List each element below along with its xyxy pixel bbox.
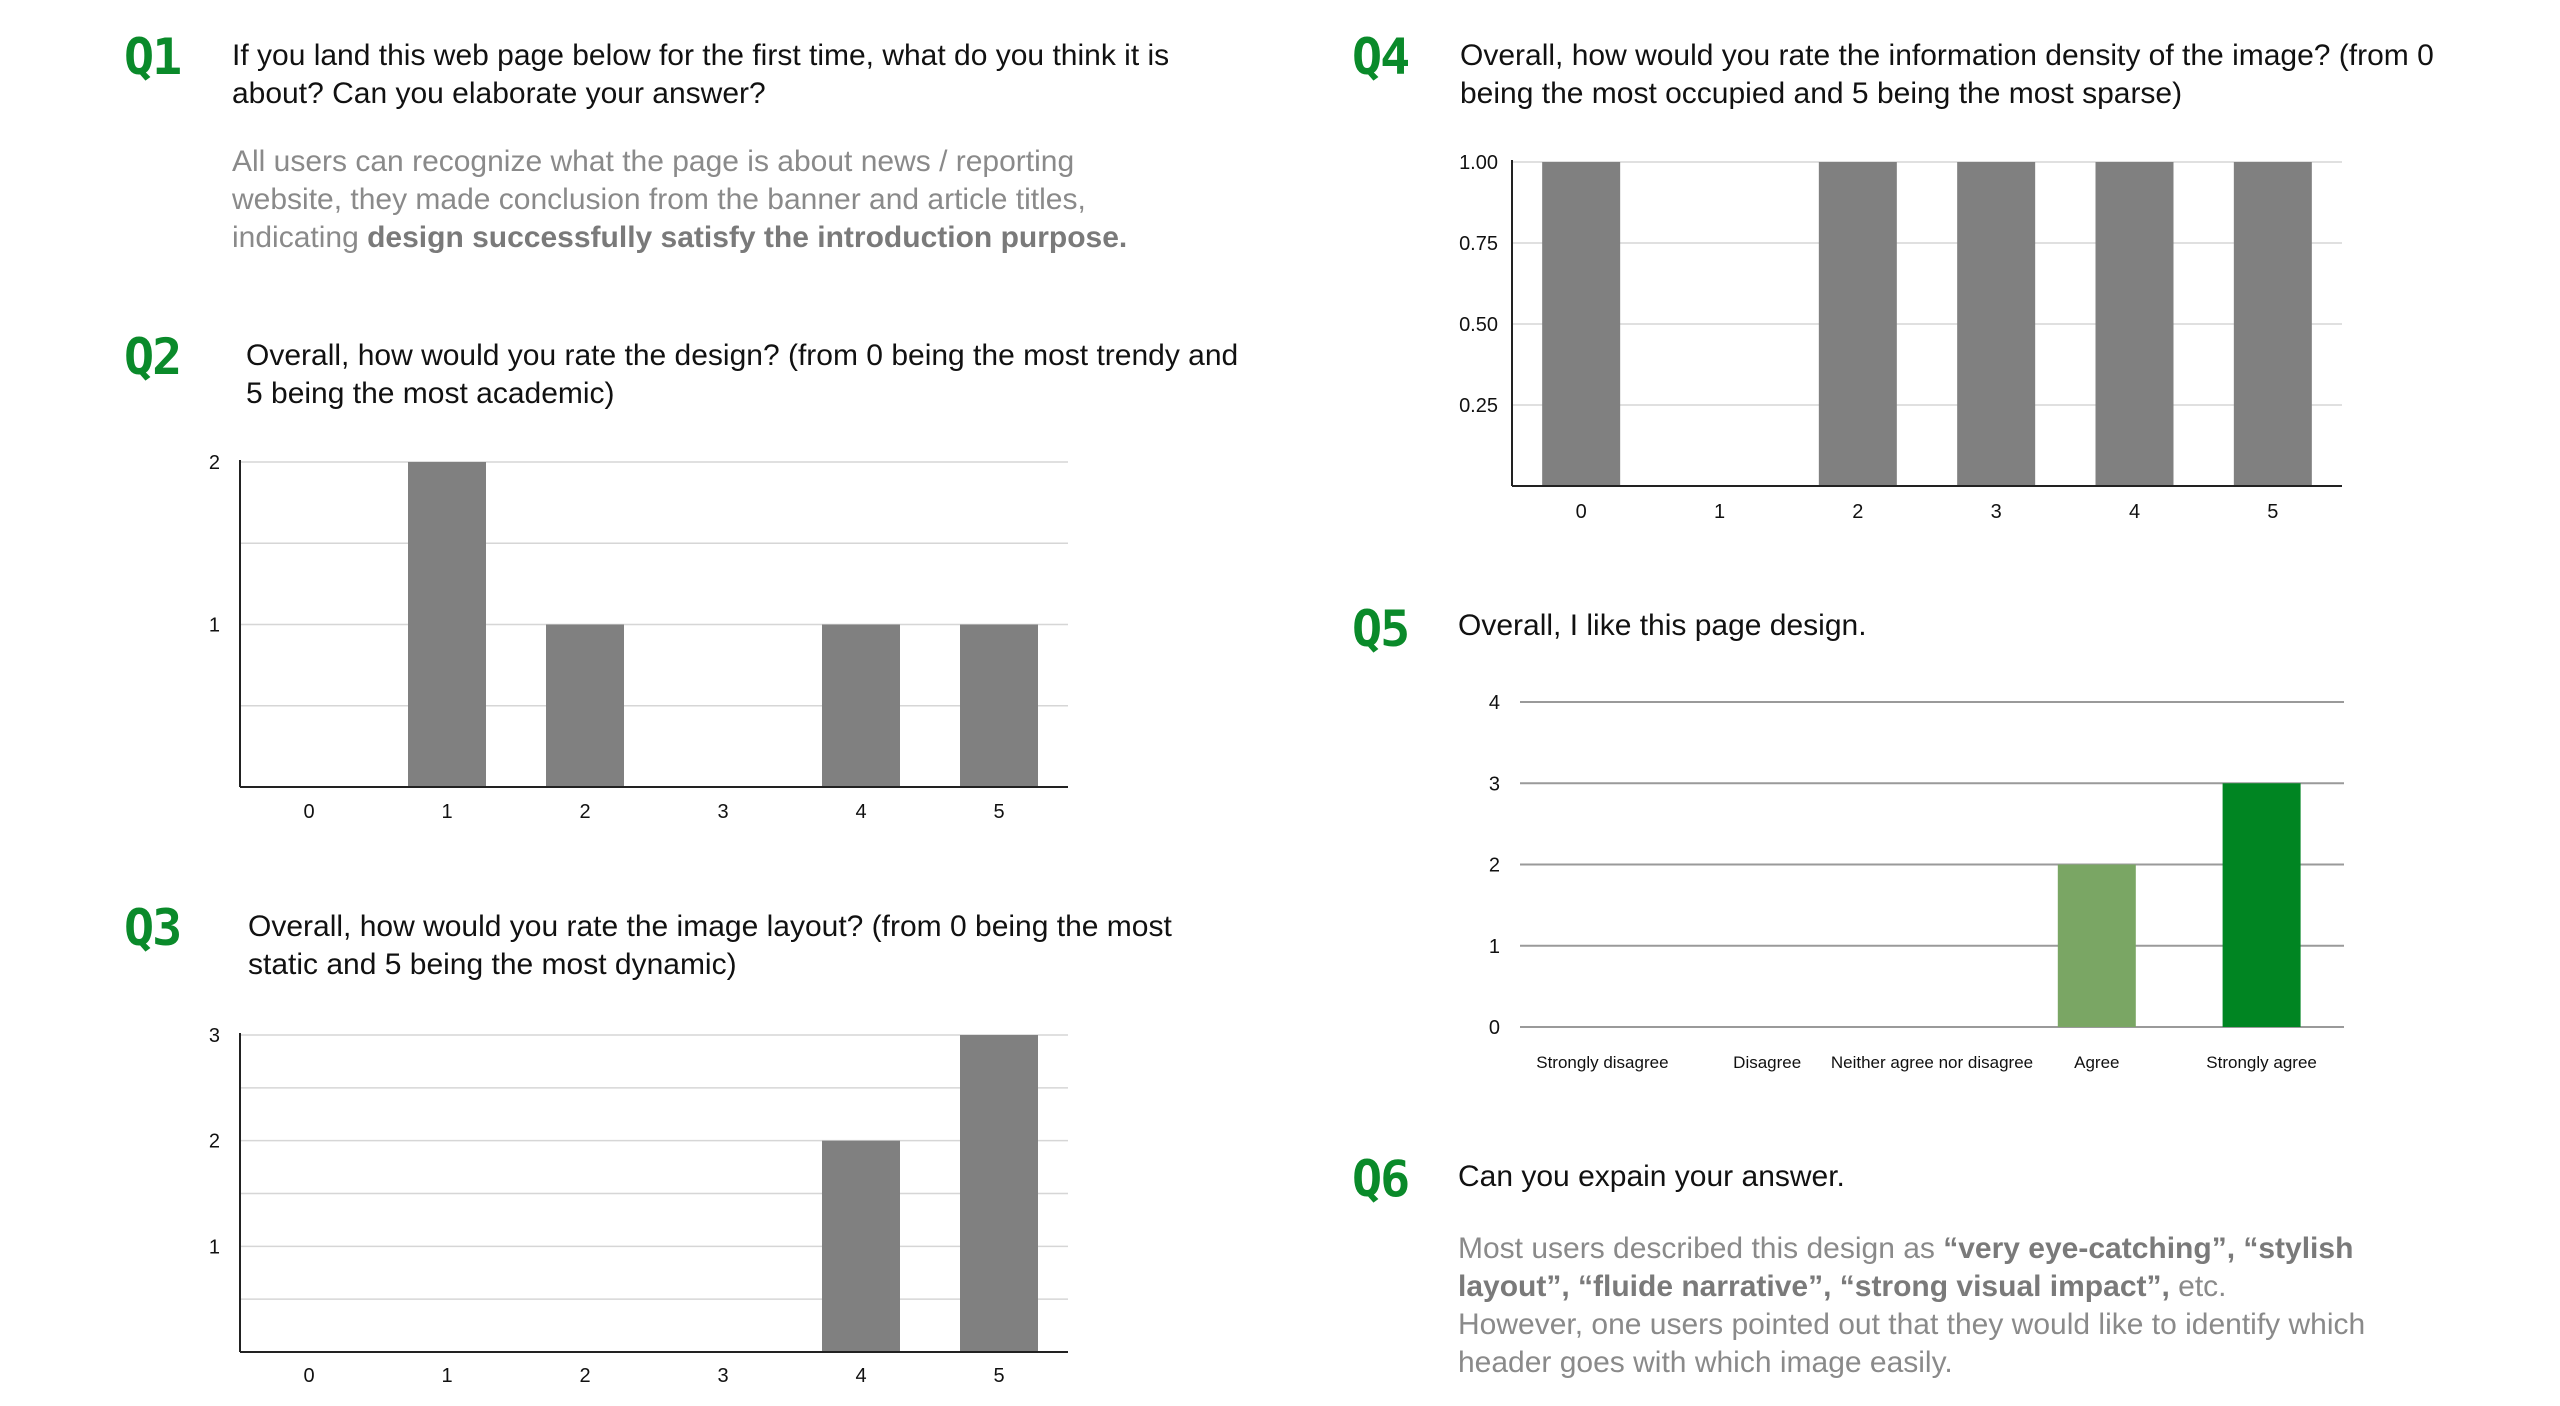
q5-x-tick-label: Neither agree nor disagree [1831,1053,2033,1072]
q6-question: Can you expain your answer. [1458,1160,1845,1193]
q3-y-tick-label: 3 [209,1025,220,1047]
q4-y-tick-label: 0.25 [1459,395,1498,417]
q4-y-tick-label: 0.75 [1459,233,1498,255]
q2-bar-4 [822,624,900,787]
q2-bar-2 [546,624,624,787]
q6-answer: Most users described this design as “ver… [1458,1230,2418,1382]
q4-y-tick-label: 0.50 [1459,314,1498,336]
q2-question: Overall, how would you rate the design? … [246,339,1239,410]
q3-number: Q3 [124,899,182,957]
q3-x-tick-label: 0 [303,1365,314,1387]
q5-y-tick-label: 3 [1489,773,1500,795]
q1-question: If you land this web page below for the … [232,39,1170,110]
q4-number: Q4 [1352,28,1410,86]
q1-number: Q1 [124,28,182,86]
q6-answer-etc: etc. [2169,1270,2227,1303]
q5-x-tick-label: Disagree [1733,1053,1801,1072]
q6-answer-intro: Most users described this design as [1458,1232,1944,1265]
q6-answer-emphasis: “very eye-catching”, “stylish layout”, “… [1458,1232,2354,1303]
q3-x-tick-label: 1 [441,1365,452,1387]
q1-answer: All users can recognize what the page is… [232,143,1172,257]
q4-bar-3 [1957,162,2036,486]
q2-x-tick-label: 4 [855,801,866,823]
q1-answer-text: All users can recognize what the page is… [232,145,1086,254]
q2-number: Q2 [124,328,182,386]
q5-y-tick-label: 2 [1489,855,1500,877]
q3-bar-4 [822,1140,900,1352]
q3-y-tick-label: 1 [209,1236,220,1258]
q5-y-tick-label: 0 [1489,1017,1500,1039]
q4-x-tick-label: 5 [2267,501,2278,523]
q6-number: Q6 [1352,1150,1410,1208]
q4-x-tick-label: 2 [1852,501,1863,523]
q5-y-tick-label: 1 [1489,936,1500,958]
q5-question: Overall, I like this page design. [1458,609,1867,642]
q5-y-tick-label: 4 [1489,692,1500,714]
q2-x-tick-label: 0 [303,801,314,823]
q4-question: Overall, how would you rate the informat… [1460,39,2434,110]
q2-x-tick-label: 2 [579,801,590,823]
q5-x-tick-label: Strongly disagree [1536,1053,1668,1072]
q3-x-tick-label: 4 [855,1365,866,1387]
q3-x-tick-label: 5 [993,1365,1004,1387]
q2-bar-1 [408,462,486,787]
q6-answer-however: However, one users pointed out that they… [1458,1308,2366,1379]
q3-y-tick-label: 2 [209,1131,220,1153]
q4-x-tick-label: 0 [1576,501,1587,523]
q4-x-tick-label: 4 [2129,501,2140,523]
q3-bar-5 [960,1035,1038,1352]
q2-bar-5 [960,624,1038,787]
q3-x-tick-label: 3 [717,1365,728,1387]
q1-answer-emphasis: design successfully satisfy the introduc… [367,221,1128,254]
q2-x-tick-label: 3 [717,801,728,823]
q4-bar-5 [2233,162,2312,486]
q3-x-tick-label: 2 [579,1365,590,1387]
q2-y-tick-label: 2 [209,452,220,474]
q4-x-tick-label: 1 [1714,501,1725,523]
q5-x-tick-label: Strongly agree [2206,1053,2317,1072]
q2-y-tick-label: 1 [209,615,220,637]
q4-bar-4 [2095,162,2174,486]
q5-x-tick-label: Agree [2074,1053,2119,1072]
q4-y-tick-label: 1.00 [1459,152,1498,174]
q5-number: Q5 [1352,600,1410,658]
q4-x-tick-label: 3 [1991,501,2002,523]
q4-bar-0 [1542,162,1621,486]
q2-x-tick-label: 1 [441,801,452,823]
q2-x-tick-label: 5 [993,801,1004,823]
q5-bar-strongly-agree [2222,783,2301,1027]
q4-bar-2 [1818,162,1897,486]
q5-bar-agree [2057,864,2136,1027]
q3-question: Overall, how would you rate the image la… [248,910,1172,981]
